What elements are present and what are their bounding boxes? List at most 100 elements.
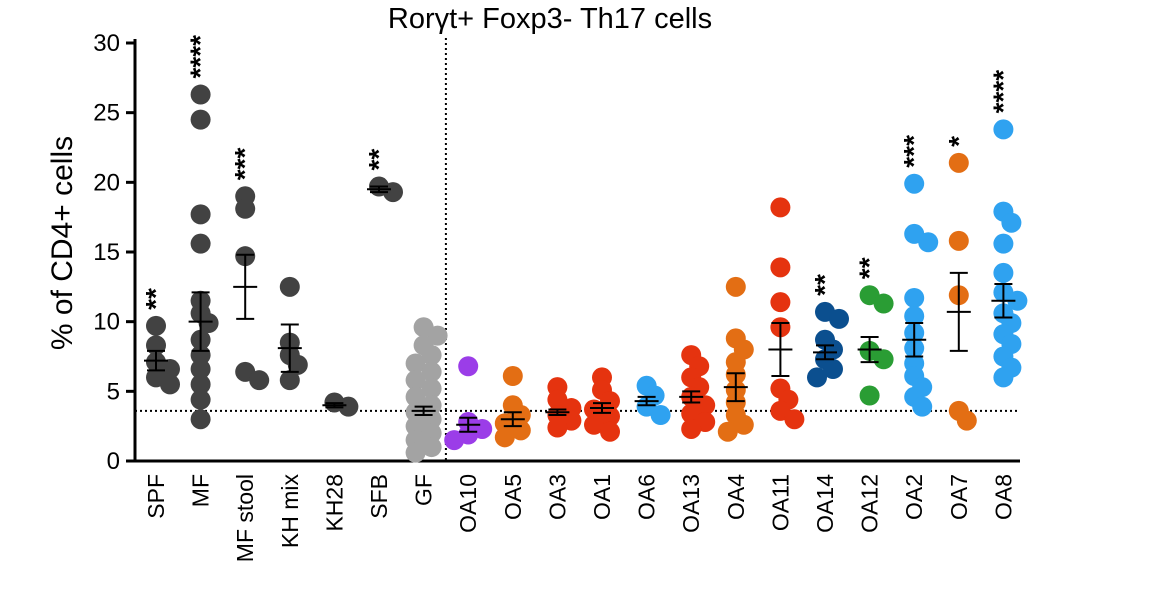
data-point xyxy=(600,391,620,412)
data-point xyxy=(405,416,426,437)
category-label: OA3 xyxy=(544,474,570,520)
data-point xyxy=(904,287,925,308)
data-point xyxy=(993,233,1014,254)
category-label: GF xyxy=(411,474,437,506)
significance-label: **** xyxy=(185,35,216,79)
data-point xyxy=(405,370,426,391)
category-label: OA12 xyxy=(857,474,883,533)
data-point xyxy=(681,418,702,439)
error-bars xyxy=(144,185,1016,433)
data-point xyxy=(600,406,620,427)
data-point xyxy=(912,396,933,417)
data-point xyxy=(584,399,604,420)
data-point xyxy=(190,109,211,130)
data-point xyxy=(770,197,791,218)
data-point xyxy=(190,84,211,105)
category-label: OA1 xyxy=(589,474,615,520)
y-tick-label: 5 xyxy=(107,378,120,405)
category-label: OA11 xyxy=(767,474,793,531)
data-point xyxy=(725,276,746,297)
significance-label: ** xyxy=(140,288,171,310)
data-point xyxy=(458,356,479,377)
data-point xyxy=(421,423,442,444)
data-point xyxy=(249,370,270,391)
category-label: OA2 xyxy=(901,474,927,520)
data-point xyxy=(287,354,308,375)
data-points xyxy=(146,84,1028,463)
category-label: OA7 xyxy=(946,474,972,520)
data-point xyxy=(1001,212,1022,233)
data-point xyxy=(427,325,448,346)
data-point xyxy=(190,374,211,395)
y-tick-label: 0 xyxy=(107,448,120,475)
data-point xyxy=(421,345,442,366)
data-point xyxy=(873,349,894,370)
data-point xyxy=(784,409,805,430)
y-axis-ticks: 0 5 10 15 20 25 30 xyxy=(93,30,135,475)
y-tick-label: 15 xyxy=(93,239,120,266)
data-point xyxy=(829,308,849,329)
data-point xyxy=(1007,290,1028,311)
category-label: MF stool xyxy=(232,474,258,562)
category-label: SFB xyxy=(366,474,392,519)
data-point xyxy=(421,378,442,399)
significance-label: ** xyxy=(363,149,394,171)
category-label: KH28 xyxy=(321,474,347,532)
category-label: OA6 xyxy=(634,474,660,520)
significance-label: ** xyxy=(854,257,885,279)
data-point xyxy=(859,385,880,406)
significance-label: * xyxy=(943,136,974,147)
significance-label: *** xyxy=(898,135,929,168)
data-point xyxy=(770,292,791,313)
significance-label: **** xyxy=(987,70,1018,114)
significance-labels: ********* ********* ***** xyxy=(140,35,1018,310)
data-point xyxy=(717,421,738,442)
data-point xyxy=(584,414,604,435)
category-label: MF xyxy=(188,474,214,507)
data-point xyxy=(279,370,300,391)
category-label: KH mix xyxy=(277,474,303,549)
data-point xyxy=(146,315,166,336)
data-point xyxy=(807,367,827,388)
data-point xyxy=(547,417,568,438)
data-point xyxy=(733,414,754,435)
data-point xyxy=(494,427,515,448)
data-point xyxy=(190,233,211,254)
category-label: OA8 xyxy=(990,474,1016,520)
data-point xyxy=(948,152,969,173)
category-label: OA4 xyxy=(723,474,749,520)
y-tick-label: 25 xyxy=(93,100,120,127)
data-point xyxy=(405,442,426,463)
data-point xyxy=(993,119,1014,140)
data-point xyxy=(993,367,1014,388)
data-point xyxy=(600,421,620,442)
data-point xyxy=(444,430,465,451)
data-point xyxy=(904,173,925,194)
data-point xyxy=(235,198,256,219)
chart-title: Rorγt+ Foxp3- Th17 cells xyxy=(388,3,712,35)
category-labels: SPF MF MF stool KH mix KH28 SFB GF OA10 OA5 OA3 OA… xyxy=(143,474,1016,563)
data-point xyxy=(405,386,426,407)
data-point xyxy=(918,232,939,253)
category-label: OA5 xyxy=(500,474,526,520)
significance-label: ** xyxy=(809,274,840,296)
y-tick-label: 20 xyxy=(93,169,120,196)
category-label: SPF xyxy=(143,474,169,519)
data-point xyxy=(904,306,925,327)
data-point xyxy=(338,396,359,417)
data-point xyxy=(198,313,219,334)
data-point xyxy=(948,230,969,251)
category-label: OA14 xyxy=(812,474,838,533)
y-tick-label: 10 xyxy=(93,309,120,336)
data-point xyxy=(190,389,211,410)
significance-label: *** xyxy=(229,147,260,180)
data-point xyxy=(823,359,843,380)
data-point xyxy=(421,437,442,458)
data-point xyxy=(502,366,523,387)
data-point xyxy=(190,409,211,430)
data-point xyxy=(650,405,671,426)
reference-line-group xyxy=(135,38,1020,461)
data-point xyxy=(873,293,894,314)
data-point xyxy=(190,359,211,380)
